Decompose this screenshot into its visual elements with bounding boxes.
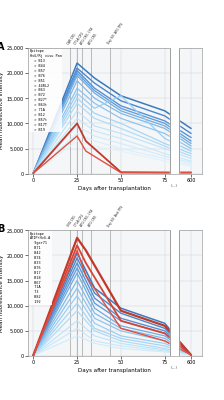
Bar (170, 230, 179, 356)
Text: Epitope
ATIP+HvG-A
  9ger71
  B71
  B42
  B74
  B33
  B76
  B17
  B18
  B67
  71: Epitope ATIP+HvG-A 9ger71 B71 B42 B74 B3… (30, 232, 51, 304)
Text: ATG CR5: ATG CR5 (88, 215, 98, 228)
Text: CAR CR1: CAR CR1 (67, 33, 78, 46)
Y-axis label: Mean fluorescence intensity: Mean fluorescence intensity (0, 254, 4, 332)
Text: IVIG CR1: IVIG CR1 (67, 215, 78, 228)
Bar (170, 48, 179, 174)
Text: (...): (...) (171, 366, 178, 370)
Text: ATG CR3, CR4: ATG CR3, CR4 (79, 26, 94, 46)
Text: A: A (0, 42, 4, 52)
Text: Day 60: Anti TPS: Day 60: Anti TPS (107, 205, 125, 228)
Text: (...): (...) (171, 184, 178, 188)
Text: Epitope
HvG/Rj visu Pan
  > B13
  > B44
  > B57
  > B76
  > B51
  > 44RL2
  > B6: Epitope HvG/Rj visu Pan > B13 > B44 > B5… (30, 49, 62, 132)
Y-axis label: Mean fluorescence intensity: Mean fluorescence intensity (0, 72, 4, 150)
X-axis label: Days after transplantation: Days after transplantation (78, 186, 151, 191)
Text: B: B (0, 224, 4, 234)
X-axis label: Days after transplantation: Days after transplantation (78, 368, 151, 373)
Text: Day 60: ATG TPS: Day 60: ATG TPS (107, 23, 125, 46)
Text: CTLA CR2: CTLA CR2 (74, 214, 85, 228)
Text: ATG CR5: ATG CR5 (88, 33, 98, 46)
Text: ATG CR3, CR4: ATG CR3, CR4 (79, 209, 94, 228)
Text: CTLA CR2: CTLA CR2 (74, 32, 85, 46)
